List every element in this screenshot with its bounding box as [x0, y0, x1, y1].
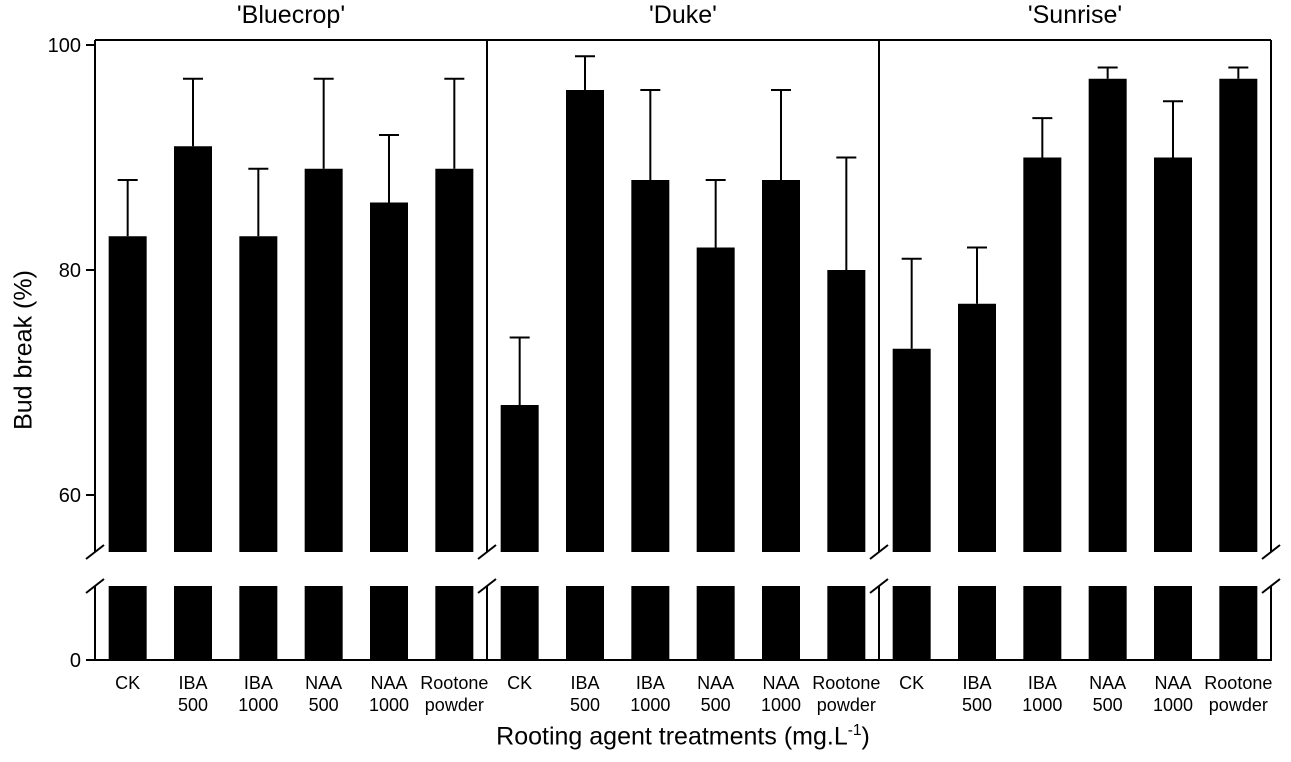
- x-tick-label: IBA: [244, 673, 273, 693]
- bar-below-break: [566, 586, 604, 660]
- x-tick-label: IBA: [178, 673, 207, 693]
- bar-below-break: [500, 586, 539, 660]
- bar-below-break: [1154, 586, 1192, 660]
- bar: [500, 405, 539, 552]
- x-axis-label: Rooting agent treatments (mg.L-1): [496, 722, 870, 751]
- bar: [304, 168, 343, 552]
- bar: [108, 236, 147, 552]
- axis-break-mark: [1261, 578, 1281, 594]
- x-tick-label: 1000: [761, 695, 801, 715]
- bar: [892, 348, 931, 552]
- y-tick-label: 60: [59, 485, 81, 507]
- bar-below-break: [762, 586, 800, 660]
- bar: [1154, 157, 1192, 552]
- x-tick-label: 1000: [1022, 695, 1062, 715]
- x-tick-label: powder: [1209, 695, 1268, 715]
- bar-below-break: [239, 586, 278, 660]
- bar-below-break: [1219, 586, 1258, 660]
- x-tick-label: 1000: [1153, 695, 1193, 715]
- x-axis-label-text: Rooting agent treatments (mg.L: [496, 722, 848, 751]
- axis-break-mark: [477, 578, 497, 594]
- panel-title-bluecrop: 'Bluecrop': [236, 1, 346, 29]
- x-tick-label: 1000: [630, 695, 670, 715]
- panel-title-duke: 'Duke': [649, 1, 717, 29]
- x-tick-label: IBA: [636, 673, 665, 693]
- bar: [1088, 78, 1127, 552]
- axis-break-mark: [85, 578, 105, 594]
- x-tick-label: NAA: [697, 673, 734, 693]
- bar-below-break: [174, 586, 212, 660]
- x-tick-label: Rootone: [1204, 673, 1272, 693]
- bar: [827, 270, 866, 552]
- x-tick-label: IBA: [962, 673, 991, 693]
- bar-below-break: [304, 586, 343, 660]
- x-tick-label: IBA: [1028, 673, 1057, 693]
- panel-title-sunrise: 'Sunrise': [1027, 1, 1123, 29]
- x-tick-label: powder: [425, 695, 484, 715]
- x-tick-label: NAA: [370, 673, 407, 693]
- bar-below-break: [435, 586, 474, 660]
- bar: [1023, 157, 1062, 552]
- x-tick-label: CK: [115, 673, 140, 693]
- bar: [239, 236, 278, 552]
- x-axis-label-superscript: -1: [847, 722, 862, 739]
- bar-below-break: [108, 586, 147, 660]
- x-tick-label: NAA: [762, 673, 799, 693]
- x-tick-label: 500: [309, 695, 339, 715]
- x-tick-label: 500: [701, 695, 731, 715]
- x-tick-label: 500: [962, 695, 992, 715]
- x-tick-label: Rootone: [420, 673, 488, 693]
- bar: [1219, 78, 1258, 552]
- y-tick-label: 80: [59, 260, 81, 282]
- x-tick-label: 500: [178, 695, 208, 715]
- axis-break-mark: [869, 578, 889, 594]
- x-tick-label: CK: [507, 673, 532, 693]
- bar: [631, 180, 670, 552]
- bar: [174, 146, 212, 552]
- axis-break-mark: [869, 544, 889, 560]
- x-tick-label: powder: [817, 695, 876, 715]
- bar-below-break: [892, 586, 931, 660]
- y-tick-label: 0: [70, 650, 81, 672]
- x-tick-label: NAA: [1089, 673, 1126, 693]
- bar-below-break: [827, 586, 866, 660]
- bar-below-break: [370, 586, 408, 660]
- bar: [958, 303, 996, 552]
- x-tick-label: CK: [899, 673, 924, 693]
- bar: [566, 90, 604, 552]
- bar: [370, 202, 408, 552]
- bar: [435, 168, 474, 552]
- x-axis-label-suffix: ): [861, 722, 870, 751]
- x-tick-label: 1000: [238, 695, 278, 715]
- x-tick-label: IBA: [570, 673, 599, 693]
- bar: [762, 180, 800, 552]
- bar-below-break: [1088, 586, 1127, 660]
- axis-break-mark: [1261, 544, 1281, 560]
- x-tick-label: 1000: [369, 695, 409, 715]
- axis-break-mark: [85, 544, 105, 560]
- bar: [696, 247, 735, 552]
- bar-below-break: [696, 586, 735, 660]
- bar-below-break: [1023, 586, 1062, 660]
- x-tick-label: 500: [570, 695, 600, 715]
- bar-below-break: [958, 586, 996, 660]
- x-tick-label: Rootone: [812, 673, 880, 693]
- x-tick-label: NAA: [1154, 673, 1191, 693]
- x-tick-label: NAA: [305, 673, 342, 693]
- x-tick-label: 500: [1093, 695, 1123, 715]
- y-axis-label: Bud break (%): [9, 270, 38, 430]
- bar-below-break: [631, 586, 670, 660]
- y-tick-label: 100: [48, 35, 81, 57]
- axis-break-mark: [477, 544, 497, 560]
